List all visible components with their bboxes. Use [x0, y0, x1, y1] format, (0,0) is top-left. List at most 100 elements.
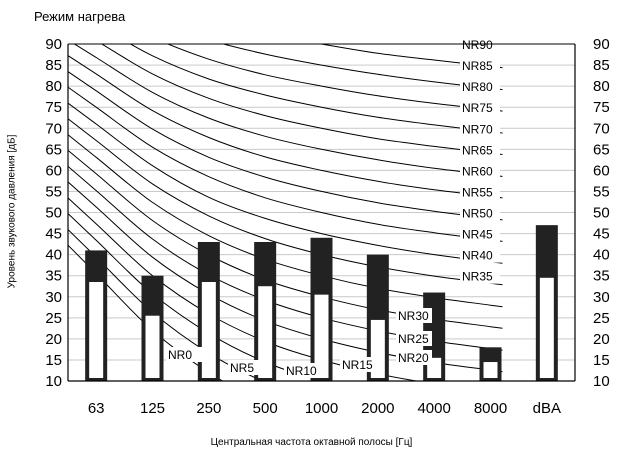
bar-inner	[483, 362, 498, 378]
nr-labels: NR35 NR40 NR45 NR50 NR55 NR60 NR65 NR70 NR75 NR80…	[166, 38, 500, 378]
chart-title: Режим нагрева	[34, 9, 126, 24]
nr-label: NR55	[462, 185, 493, 199]
y-tick-label-left: 60	[45, 162, 62, 179]
nr-label: NR40	[462, 249, 493, 263]
bar-inner	[314, 294, 329, 378]
nr-curve	[68, 102, 503, 264]
y-tick-label-right: 70	[593, 120, 610, 137]
nr-curve	[68, 54, 503, 199]
y-tick-label-left: 90	[45, 36, 62, 53]
x-axis-label: Центральная частота октавной полосы [Гц]	[210, 437, 413, 448]
nr-curve	[68, 181, 503, 373]
nr-label: NR80	[462, 80, 493, 94]
y-tick-label-right: 55	[593, 183, 610, 200]
nr-curve	[68, 197, 420, 381]
nr-label: NR10	[286, 364, 317, 378]
nr-label: NR75	[462, 101, 493, 115]
y-tick-label-left: 20	[45, 331, 62, 348]
nr-curve	[73, 44, 503, 177]
nr-label-bg	[166, 347, 202, 362]
nr-curve	[129, 44, 503, 134]
y-tick-label-right: 85	[593, 57, 610, 74]
y-tick-label-right: 75	[593, 99, 610, 116]
bar-inner	[539, 277, 554, 378]
y-tick-label-left: 30	[45, 289, 62, 306]
nr-curve	[166, 44, 503, 112]
nr-label-bg	[396, 331, 432, 346]
nr-label: NR15	[342, 358, 373, 372]
nr-label: NR85	[462, 59, 493, 73]
nr-label: NR25	[398, 332, 429, 346]
nr-curve	[68, 165, 503, 351]
nr-label: NR50	[462, 207, 493, 221]
nr-label-bg	[284, 363, 320, 378]
nr-label: NR70	[462, 122, 493, 136]
bar-inner	[201, 282, 216, 378]
y-tick-label-left: 45	[45, 226, 62, 243]
nr-curve	[68, 134, 503, 308]
nr-curve	[68, 149, 503, 329]
nr-label-bg	[460, 59, 500, 74]
nr-label-bg	[460, 206, 500, 221]
y-tick-label-right: 50	[593, 205, 610, 222]
y-tick-label-left: 55	[45, 183, 62, 200]
nr-label-bg	[460, 227, 500, 242]
nr-label-bg	[396, 308, 432, 323]
nr-curve	[68, 244, 224, 381]
x-tick-label: 8000	[474, 400, 507, 417]
nr-curves	[68, 44, 503, 381]
nr-label: NR90	[462, 38, 493, 52]
nr-label-bg	[460, 101, 500, 116]
y-tick-label-left: 65	[45, 141, 62, 158]
y-tick-label-right: 45	[593, 226, 610, 243]
y-tick-label-right: 35	[593, 268, 610, 285]
nr-label: NR5	[230, 361, 254, 375]
bars	[85, 225, 558, 381]
x-tick-label: 2000	[361, 400, 394, 417]
nr-label-bg	[460, 185, 500, 200]
nr-label: NR30	[398, 309, 429, 323]
nr-curve	[68, 228, 264, 381]
bar-inner	[258, 286, 273, 378]
y-tick-label-right: 10	[593, 373, 610, 390]
y-tick-label-right: 30	[593, 289, 610, 306]
x-tick-label: 63	[88, 400, 105, 417]
y-tick-label-left: 40	[45, 247, 62, 264]
y-tick-label-right: 60	[593, 162, 610, 179]
y-tick-label-right: 25	[593, 310, 610, 327]
nr-label-bg	[460, 248, 500, 263]
bar-inner	[89, 282, 104, 378]
nr-label: NR35	[462, 270, 493, 284]
y-tick-label-left: 70	[45, 120, 62, 137]
x-tick-label: 250	[196, 400, 221, 417]
y-tick-label-left: 25	[45, 310, 62, 327]
bar-inner	[145, 315, 160, 378]
nr-label-bg	[396, 350, 432, 365]
y-tick-label-right: 90	[593, 36, 610, 53]
y-tick-label-right: 15	[593, 352, 610, 369]
nr-label-bg	[460, 164, 500, 179]
nr-label-bg	[340, 357, 376, 372]
nr-label-bg	[460, 143, 500, 158]
x-tick-label: 500	[253, 400, 278, 417]
nr-label-bg	[460, 122, 500, 137]
y-tick-label-right: 20	[593, 331, 610, 348]
x-tick-label: 4000	[417, 400, 450, 417]
y-tick-label-right: 80	[593, 78, 610, 95]
y-tick-label-left: 10	[45, 373, 62, 390]
x-tick-label: dBA	[533, 400, 561, 417]
y-tick-label-left: 80	[45, 78, 62, 95]
axes: 10 10 15 15 20 20 25 25 30 30 35 35 40 40 45 45 50 50 55 55…	[45, 36, 609, 417]
y-tick-label-right: 65	[593, 141, 610, 158]
nr-label: NR60	[462, 164, 493, 178]
nr-label: NR65	[462, 143, 493, 157]
nr-label-bg	[460, 80, 500, 95]
x-tick-label: 1000	[305, 400, 338, 417]
y-tick-label-right: 40	[593, 247, 610, 264]
x-tick-label: 125	[140, 400, 165, 417]
y-tick-label-left: 35	[45, 268, 62, 285]
nr-label-bg	[460, 269, 500, 284]
nr-curve	[68, 70, 503, 221]
nr-label: NR0	[168, 348, 192, 362]
